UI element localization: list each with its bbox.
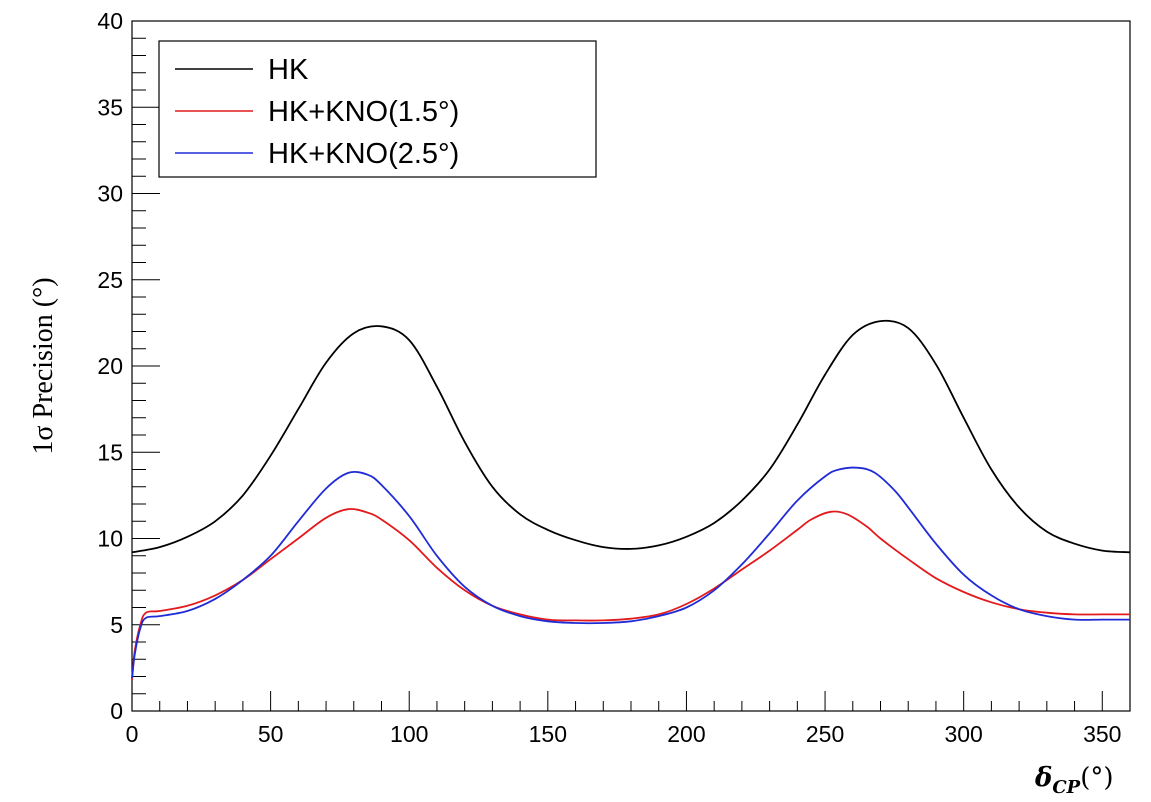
x-tick-label: 300	[944, 721, 982, 747]
x-axis-label-symbol: δ	[1034, 763, 1052, 793]
legend-label-hk: HK	[268, 54, 309, 86]
x-tick-label: 50	[258, 721, 284, 747]
y-tick-label: 10	[97, 526, 123, 552]
axis-ticks	[131, 20, 1131, 712]
x-axis-label: δCP(°)	[1034, 763, 1114, 798]
series-layer	[131, 319, 1131, 681]
x-axis-label-unit: (°)	[1080, 763, 1113, 793]
x-tick-label: 150	[529, 721, 567, 747]
legend-box	[158, 40, 597, 178]
axis-tick-labels: 0 50 100 150 200 250 300 350 0 5 10 15 20 25 30 35 40	[97, 8, 1121, 747]
x-tick-label: 250	[806, 721, 844, 747]
legend-label-hk-kno-1-5: HK+KNO(1.5°)	[268, 96, 459, 128]
series-line-hk	[131, 319, 1131, 554]
legend: HK HK+KNO(1.5°) HK+KNO(2.5°)	[158, 40, 597, 178]
x-tick-label: 0	[126, 721, 139, 747]
y-tick-label: 0	[110, 698, 123, 724]
legend-label-hk-kno-2-5: HK+KNO(2.5°)	[268, 138, 459, 170]
series-line-hk-kno-1-5	[131, 508, 1130, 681]
x-tick-label: 200	[667, 721, 705, 747]
x-tick-label: 350	[1083, 721, 1121, 747]
x-tick-label: 100	[390, 721, 428, 747]
y-tick-label: 35	[97, 94, 123, 120]
y-tick-label: 25	[97, 267, 123, 293]
y-tick-label: 40	[97, 8, 123, 34]
y-tick-label: 5	[110, 612, 123, 638]
y-tick-label: 30	[97, 181, 123, 207]
y-tick-label: 20	[97, 353, 123, 379]
x-axis-label-subscript: CP	[1052, 777, 1080, 798]
y-axis-label: 1σ Precision (°)	[28, 277, 59, 454]
y-tick-label: 15	[97, 439, 123, 465]
series-line-hk-kno-2-5	[131, 466, 1130, 679]
